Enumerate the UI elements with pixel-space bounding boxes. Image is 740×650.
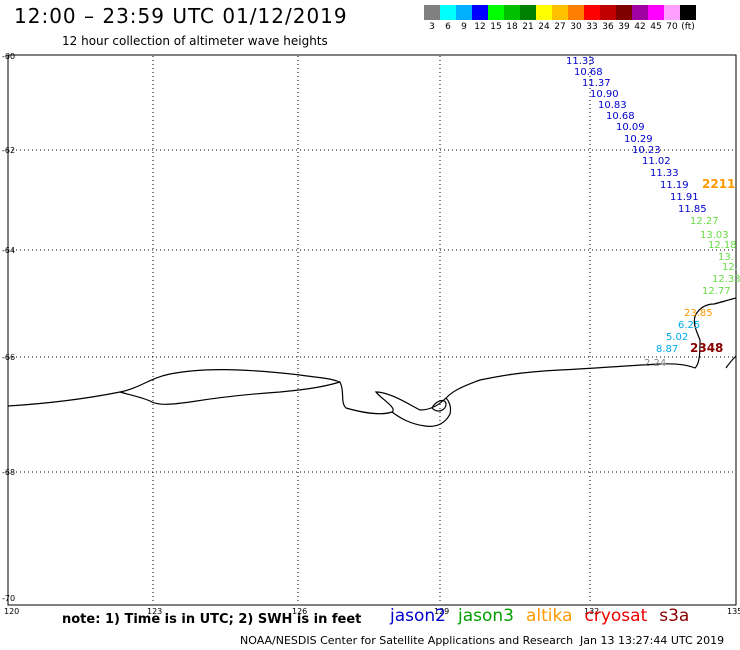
wave-height-label: 13.03 (700, 230, 729, 241)
legend-item-cryosat: cryosat (584, 606, 648, 626)
scale-label: 3 (429, 22, 435, 32)
scale-label: 45 (650, 22, 662, 32)
wave-height-label: 10.09 (616, 122, 645, 133)
scale-swatch (568, 5, 584, 20)
x-tick-label: 132 (584, 607, 599, 616)
scale-label: 18 (506, 22, 518, 32)
scale-label: 21 (522, 22, 534, 32)
scale-label: 39 (618, 22, 630, 32)
wave-height-label: 10.90 (590, 89, 619, 100)
wave-height-label: 10.23 (632, 145, 661, 156)
legend-item-s3a: s3a (659, 606, 690, 626)
wave-height-label: 23.85 (684, 308, 713, 319)
scale-label: 9 (461, 22, 467, 32)
wave-height-label: 11.33 (650, 168, 679, 179)
wave-height-label: 10.68 (606, 111, 635, 122)
scale-swatch (520, 5, 536, 20)
scale-swatch (536, 5, 552, 20)
wave-height-label: 11.85 (678, 204, 707, 215)
y-axis-labels: -60 -62 -64 -66 -68 -70 (2, 52, 15, 603)
wave-height-label: 10.83 (598, 100, 627, 111)
scale-label: 30 (570, 22, 582, 32)
map-subtitle: 12 hour collection of altimeter wave hei… (62, 34, 328, 48)
scale-swatch (664, 5, 680, 20)
scale-swatch (632, 5, 648, 20)
scale-swatch (680, 5, 696, 20)
legend-item-altika: altika (526, 606, 573, 626)
wave-height-label: 10.29 (624, 134, 653, 145)
scale-label: 24 (538, 22, 550, 32)
x-tick-label: 129 (434, 607, 449, 616)
scale-label: 6 (445, 22, 451, 32)
scale-swatch (648, 5, 664, 20)
altimeter-tracks: 11.3310.6811.3710.9010.8310.6810.0910.29… (566, 56, 740, 369)
wave-height-label: 8.87 (656, 344, 678, 355)
wave-height-label: 2.24 (644, 358, 666, 369)
wave-height-label: 12.33 (712, 274, 740, 285)
coastline-island (431, 399, 447, 412)
x-tick-label: 135 (727, 607, 740, 616)
scale-swatch (552, 5, 568, 20)
wave-height-label: 11.19 (660, 180, 689, 191)
coastline-inlet (119, 381, 341, 405)
scale-label: 36 (602, 22, 614, 32)
footer-note: note: 1) Time is in UTC; 2) SWH is in fe… (62, 612, 362, 627)
scale-label: 12 (474, 22, 486, 32)
timestamp: Jan 13 13:27:44 UTC 2019 (580, 634, 725, 647)
x-tick-label: 120 (4, 607, 19, 616)
scale-swatch (488, 5, 504, 20)
plot-frame (7, 54, 737, 606)
map-title: 12:00 – 23:59 UTC 01/12/2019 (14, 4, 348, 28)
wave-height-label: 12. (722, 262, 738, 273)
credit-line: NOAA/NESDIS Center for Satellite Applica… (240, 634, 574, 647)
legend-item-jason2: jason2 (390, 606, 446, 626)
wave-height-label: 12.18 (708, 240, 737, 251)
wave-height-label: 10.68 (574, 67, 603, 78)
x-tick-label: 123 (147, 607, 162, 616)
legend-item-jason3: jason3 (458, 606, 514, 626)
grid (8, 56, 736, 604)
scale-label: 33 (586, 22, 598, 32)
y-tick-label: -66 (2, 353, 15, 362)
coastline-bay (391, 397, 452, 427)
scale-swatch (472, 5, 488, 20)
coastline (7, 297, 737, 427)
wave-height-label: 13. (718, 252, 734, 263)
wave-height-label: 12.27 (690, 216, 719, 227)
wave-height-label: 11.02 (642, 156, 671, 167)
scale-swatch (600, 5, 616, 20)
y-tick-label: -70 (2, 594, 15, 603)
scale-swatch (584, 5, 600, 20)
wave-height-label: 11.33 (566, 56, 595, 67)
wave-height-label: 11.91 (670, 192, 699, 203)
wave-height-label: 2348 (690, 341, 723, 355)
x-tick-label: 126 (292, 607, 307, 616)
wave-height-label: 2211 (702, 177, 735, 191)
wave-height-label: 6.25 (678, 320, 700, 331)
wave-height-label: 5.02 (666, 332, 688, 343)
scale-label: 27 (554, 22, 566, 32)
coastline-east (725, 355, 737, 369)
scale-swatch (440, 5, 456, 20)
wave-height-label: 12.77 (702, 286, 731, 297)
y-tick-label: -60 (2, 52, 15, 61)
y-tick-label: -62 (2, 146, 15, 155)
satellite-legend: jason2 jason3 altika cryosat s3a (390, 606, 689, 626)
y-tick-label: -68 (2, 468, 15, 477)
scale-swatch (616, 5, 632, 20)
color-scale (424, 5, 696, 20)
x-axis-labels: 120 123 126 129 132 135 (4, 607, 740, 616)
wave-height-label: 11.37 (582, 78, 611, 89)
scale-label: 70 (666, 22, 678, 32)
scale-swatch (504, 5, 520, 20)
scale-swatch (424, 5, 440, 20)
y-tick-label: -64 (2, 246, 15, 255)
scale-label: 15 (490, 22, 502, 32)
scale-swatch (456, 5, 472, 20)
coastline-path (7, 297, 737, 415)
scale-label: 42 (634, 22, 646, 32)
color-scale-labels: 3 6 9 12 15 18 21 24 27 30 33 36 39 42 45 70 (ft) (424, 22, 696, 32)
scale-label: (ft) (681, 22, 695, 32)
